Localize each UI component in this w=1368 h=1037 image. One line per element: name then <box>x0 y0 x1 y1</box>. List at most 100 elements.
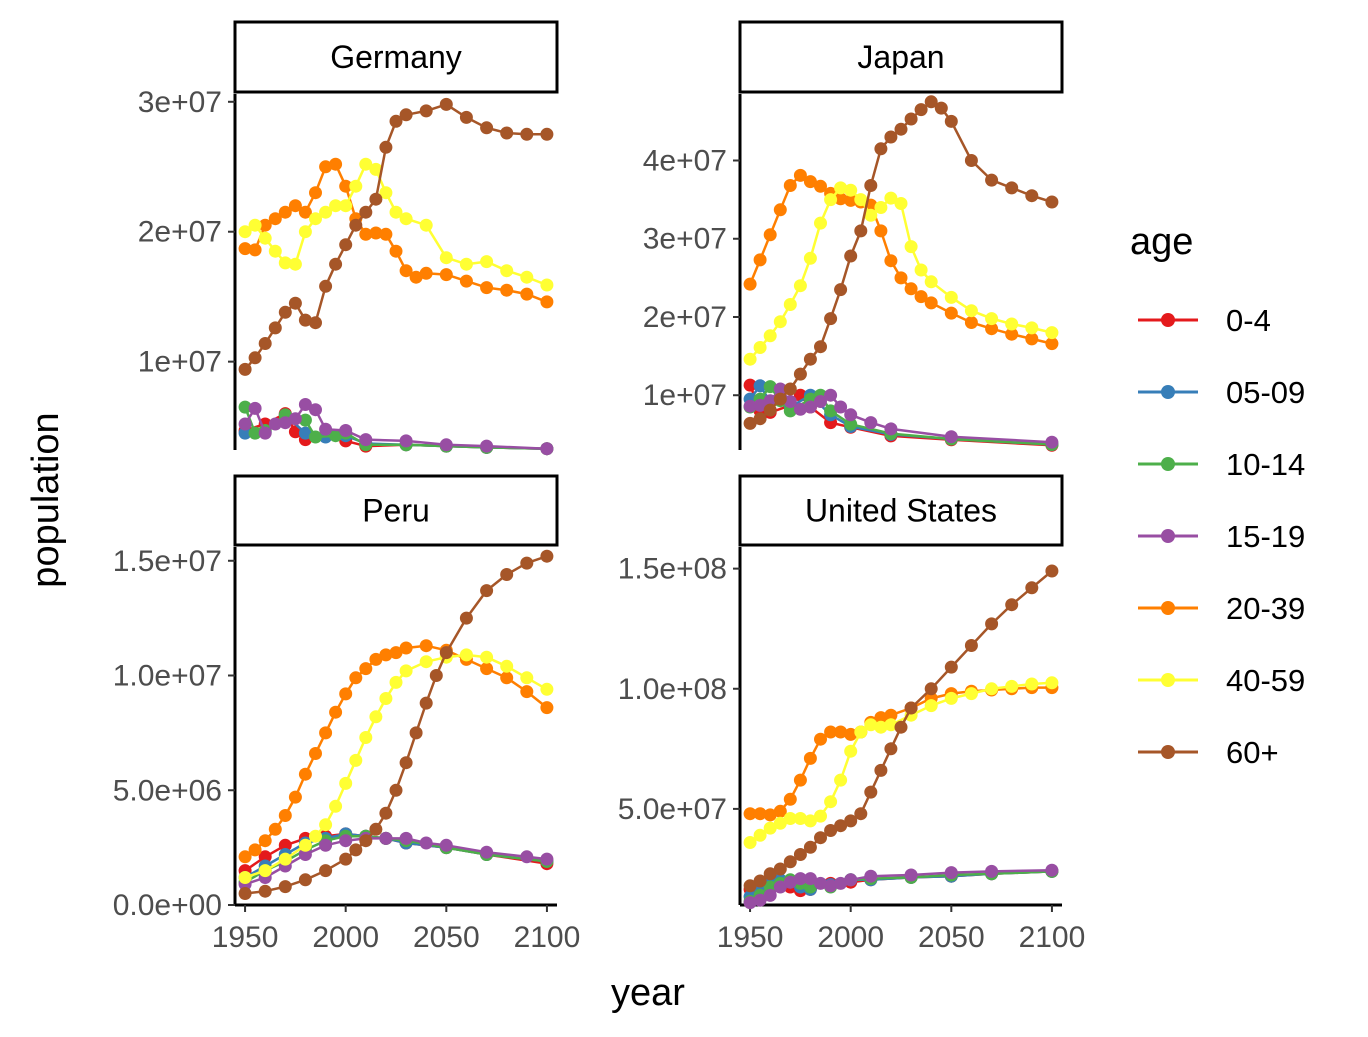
data-point <box>803 400 817 414</box>
data-point <box>1005 327 1019 341</box>
data-point <box>349 179 363 193</box>
data-point <box>844 814 858 828</box>
data-point <box>944 306 958 320</box>
data-point <box>500 264 514 278</box>
data-point <box>309 212 322 226</box>
data-point <box>399 641 413 655</box>
data-point <box>459 257 473 271</box>
data-point <box>339 776 353 790</box>
data-point <box>773 382 787 396</box>
data-point <box>278 880 292 894</box>
data-point <box>743 416 757 430</box>
data-point <box>904 240 918 254</box>
data-point <box>369 162 383 176</box>
data-point <box>773 880 787 894</box>
data-point <box>803 751 817 765</box>
data-point <box>874 201 888 214</box>
data-point <box>964 154 978 167</box>
data-point <box>874 763 888 777</box>
data-point <box>844 183 858 197</box>
data-point <box>288 199 302 213</box>
data-point <box>288 296 302 310</box>
panel-1: Japan 1e+07 2e+07 3e+07 4e+07 <box>643 20 1064 452</box>
data-point <box>359 662 373 676</box>
data-point <box>419 836 433 850</box>
facet-strip <box>738 20 1064 94</box>
data-point <box>1025 332 1039 346</box>
data-point <box>743 378 757 392</box>
data-point <box>753 874 767 888</box>
data-point <box>520 270 534 284</box>
data-point <box>743 896 757 910</box>
data-point <box>369 652 383 666</box>
data-point <box>319 422 333 436</box>
data-point <box>944 691 958 705</box>
data-point <box>904 701 918 715</box>
data-point <box>783 382 797 396</box>
data-point <box>904 282 918 296</box>
data-point <box>874 224 888 238</box>
data-point <box>238 887 252 900</box>
data-point <box>824 404 838 418</box>
data-point <box>985 322 999 336</box>
data-point <box>409 726 423 740</box>
x-tick-label: 1950 <box>212 921 279 954</box>
data-point <box>349 671 363 685</box>
data-point <box>278 852 292 866</box>
data-point <box>359 227 373 241</box>
data-point <box>349 753 363 767</box>
data-point <box>793 848 807 861</box>
data-point <box>309 829 322 843</box>
data-point <box>834 181 848 195</box>
data-point <box>329 257 343 271</box>
data-point <box>339 199 353 213</box>
x-tick-label: 1950 <box>717 921 784 954</box>
data-point <box>319 864 333 878</box>
data-point <box>349 843 363 857</box>
data-point <box>753 253 767 267</box>
series-line-60+ <box>244 103 547 371</box>
data-point <box>319 818 333 832</box>
data-point <box>743 277 757 291</box>
data-point <box>1045 676 1059 690</box>
legend-item: 20-39 <box>1138 591 1305 626</box>
data-point <box>1045 435 1059 449</box>
legend-key-point <box>1161 601 1175 615</box>
data-point <box>743 352 757 366</box>
data-point <box>419 639 433 653</box>
data-point <box>793 279 807 293</box>
y-tick-label: 1e+07 <box>643 379 727 412</box>
data-point <box>268 244 282 258</box>
data-point <box>359 834 373 848</box>
data-point <box>248 351 262 365</box>
data-point <box>824 795 838 809</box>
data-point <box>439 97 453 111</box>
data-point <box>773 392 787 406</box>
data-point <box>258 218 272 232</box>
legend-item: 60+ <box>1138 735 1279 770</box>
data-point <box>753 893 767 907</box>
data-point <box>268 321 282 335</box>
data-point <box>439 251 453 265</box>
data-point <box>743 836 757 849</box>
y-tick-label: 1.5e+07 <box>113 545 222 578</box>
data-point <box>884 254 898 268</box>
data-point <box>914 103 928 117</box>
data-point <box>763 394 777 408</box>
data-point <box>783 404 797 418</box>
data-point <box>864 869 878 883</box>
data-point <box>459 611 473 625</box>
data-point <box>339 424 353 437</box>
data-point <box>985 682 999 696</box>
data-point <box>439 646 453 660</box>
facet-strip <box>738 474 1064 547</box>
data-point <box>894 122 908 136</box>
panel-3: United States 5.0e+07 1.0e+08 1.5e+08 1950 20… <box>618 474 1085 954</box>
data-point <box>763 867 777 881</box>
data-point <box>298 838 312 852</box>
data-point <box>419 655 433 669</box>
legend-label: 60+ <box>1226 735 1279 770</box>
legend-label: 40-59 <box>1226 663 1305 698</box>
data-point <box>399 434 413 448</box>
data-point <box>844 193 858 207</box>
